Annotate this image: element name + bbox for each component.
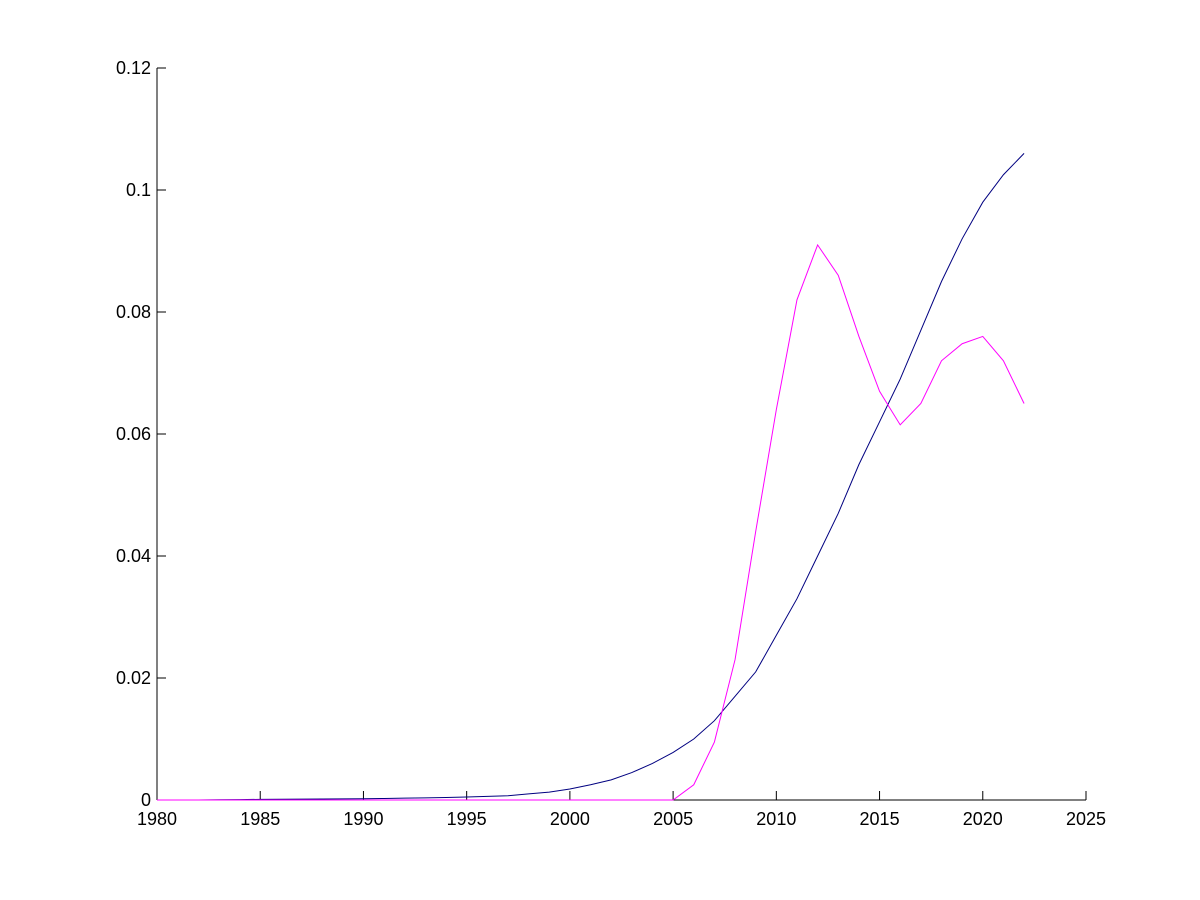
y-tick-label: 0.1 xyxy=(126,180,151,200)
y-tick-label: 0.12 xyxy=(116,58,151,78)
series-line xyxy=(157,243,1025,801)
y-tick-label: 0.02 xyxy=(116,668,151,688)
y-tick-label: 0.04 xyxy=(116,546,151,566)
x-tick-label: 2020 xyxy=(963,809,1003,829)
series-line xyxy=(157,153,1025,801)
x-tick-label: 1995 xyxy=(447,809,487,829)
y-tick-label: 0 xyxy=(141,790,151,810)
x-tick-label: 1990 xyxy=(343,809,383,829)
x-tick-label: 2005 xyxy=(653,809,693,829)
x-tick-label: 2025 xyxy=(1066,809,1106,829)
y-tick-label: 0.08 xyxy=(116,302,151,322)
y-tick-label: 0.06 xyxy=(116,424,151,444)
x-tick-label: 2010 xyxy=(756,809,796,829)
x-tick-label: 1980 xyxy=(137,809,177,829)
x-tick-label: 2015 xyxy=(860,809,900,829)
x-tick-label: 2000 xyxy=(550,809,590,829)
x-tick-label: 1985 xyxy=(240,809,280,829)
